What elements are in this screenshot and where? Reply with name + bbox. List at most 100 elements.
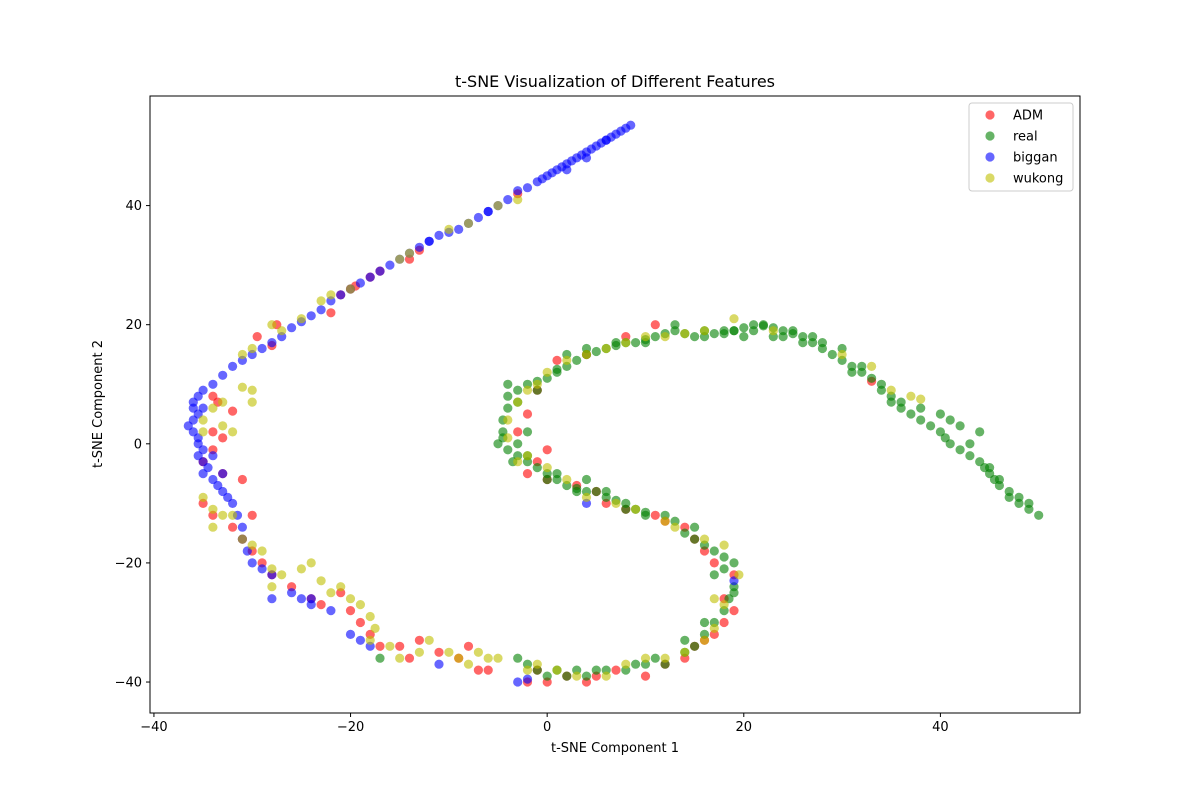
- legend-label: real: [1013, 130, 1038, 145]
- legend-label: biggan: [1013, 151, 1058, 166]
- data-point: [729, 558, 739, 568]
- data-point: [552, 665, 562, 675]
- data-point: [522, 451, 533, 461]
- legend-label: wukong: [1013, 172, 1063, 187]
- data-point: [355, 635, 365, 645]
- y-axis-label: t-SNE Component 2: [91, 340, 106, 468]
- data-point: [503, 403, 513, 413]
- data-point: [345, 284, 356, 294]
- data-point: [355, 600, 365, 610]
- data-point: [277, 570, 287, 580]
- data-point: [640, 332, 651, 342]
- data-point: [719, 326, 729, 336]
- data-point: [355, 278, 365, 288]
- data-point: [493, 201, 503, 211]
- data-point: [670, 320, 680, 330]
- data-point: [532, 659, 542, 669]
- data-point: [581, 153, 592, 163]
- data-point: [513, 653, 523, 663]
- data-point: [935, 427, 946, 437]
- legend-marker: [985, 110, 995, 120]
- data-point: [926, 421, 936, 431]
- data-point: [434, 230, 444, 240]
- data-point: [532, 463, 542, 473]
- data-point: [218, 370, 228, 380]
- data-point: [975, 457, 985, 467]
- data-point: [965, 451, 975, 461]
- data-point: [198, 492, 208, 502]
- data-point: [650, 320, 660, 330]
- data-point: [680, 329, 690, 339]
- data-point: [267, 582, 277, 592]
- data-point: [513, 427, 523, 437]
- data-point: [228, 510, 238, 520]
- data-point: [228, 361, 238, 371]
- data-point: [473, 647, 483, 657]
- data-point: [857, 361, 867, 371]
- data-point: [198, 427, 208, 437]
- y-tick-label: 0: [134, 437, 142, 452]
- x-axis-label: t-SNE Component 1: [551, 741, 679, 756]
- data-point: [257, 546, 267, 556]
- data-point: [503, 445, 513, 455]
- data-point: [611, 338, 621, 348]
- data-point: [621, 338, 631, 348]
- data-point: [650, 510, 660, 520]
- data-point: [316, 576, 326, 586]
- data-point: [729, 606, 739, 616]
- data-point: [916, 403, 926, 413]
- data-point: [788, 326, 798, 336]
- legend-items: ADM real biggan wukong: [985, 109, 1063, 187]
- data-point: [670, 522, 680, 532]
- data-point: [375, 266, 385, 276]
- data-point: [237, 522, 247, 532]
- data-point: [218, 397, 228, 407]
- data-point: [690, 641, 700, 651]
- data-point: [503, 415, 513, 425]
- data-point: [896, 397, 906, 407]
- data-point: [758, 320, 769, 330]
- data-point: [424, 236, 434, 246]
- data-point: [709, 329, 719, 339]
- x-tick-label: 40: [932, 720, 949, 735]
- data-point: [503, 195, 513, 205]
- data-point: [247, 385, 257, 395]
- data-point: [513, 439, 523, 449]
- data-point: [640, 510, 651, 520]
- data-point: [247, 397, 257, 407]
- data-point: [601, 671, 611, 681]
- data-point: [552, 355, 562, 365]
- data-point: [522, 409, 533, 419]
- data-point: [208, 379, 218, 389]
- data-point: [572, 486, 582, 497]
- data-point: [601, 135, 611, 145]
- data-point: [414, 635, 424, 645]
- data-point: [365, 611, 375, 622]
- x-tick-label: −40: [140, 720, 167, 735]
- data-point: [778, 332, 788, 342]
- data-point: [493, 653, 503, 663]
- data-point: [208, 451, 218, 461]
- data-point: [542, 463, 552, 473]
- data-point: [326, 290, 336, 300]
- data-point: [631, 338, 641, 348]
- data-point: [621, 659, 631, 669]
- data-point: [532, 379, 542, 389]
- data-point: [473, 665, 483, 675]
- data-point: [267, 564, 277, 574]
- points-layer: [183, 120, 1044, 687]
- data-point: [876, 379, 887, 389]
- data-point: [404, 248, 415, 258]
- data-point: [208, 427, 218, 437]
- data-point: [798, 338, 808, 348]
- y-tick-label: −20: [115, 556, 142, 571]
- series-biggan: [183, 120, 739, 687]
- data-point: [660, 332, 670, 342]
- data-point: [365, 272, 375, 282]
- data-point: [690, 332, 700, 342]
- data-point: [414, 647, 424, 657]
- data-point: [581, 349, 592, 360]
- ticks-layer: −40 −20 0 20 40 −40 −20 0 20 40: [115, 199, 949, 735]
- data-point: [513, 677, 523, 687]
- data-point: [572, 671, 582, 681]
